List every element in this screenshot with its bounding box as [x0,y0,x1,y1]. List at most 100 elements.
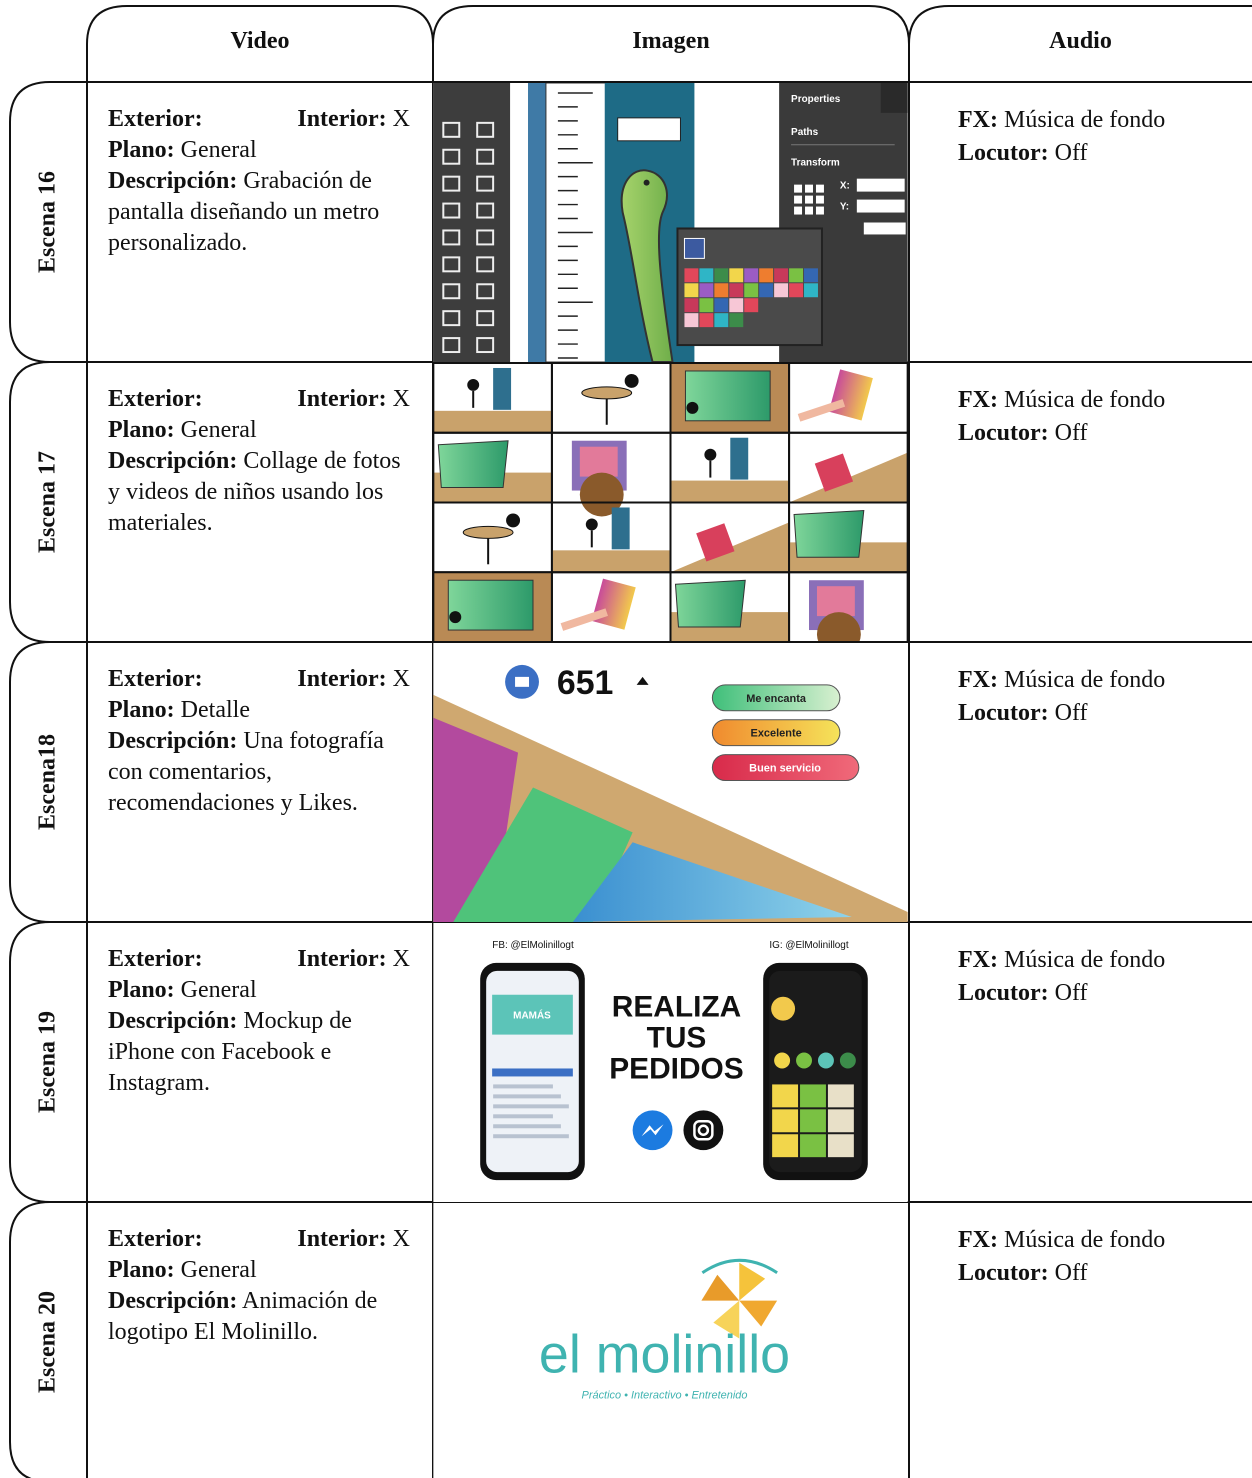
label: Exterior: [108,946,203,972]
scene-image: Properties Paths Transform X: Y: [433,83,908,362]
location-line: Exterior: Interior: X [108,1224,410,1255]
label: Exterior: [108,106,203,132]
header-tab [432,5,910,82]
label: FX: [958,107,998,133]
value: Mockup de iPhone con Facebook e Instagra… [108,1008,352,1096]
image-text: el molinillo [539,1324,790,1384]
locutor-line: Locutor: Off [958,977,1238,1010]
scene-image [433,363,908,642]
interior: Interior: X [297,664,410,695]
plano-line: Plano: General [108,415,410,446]
fx-line: FX: Música de fondo [958,104,1238,137]
audio-cell: FX: Música de fondo Locutor: Off [958,944,1238,1010]
collage-cell [669,571,791,642]
image-text: 651 [557,664,613,702]
value: Música de fondo [1003,107,1166,133]
plano-line: Plano: General [108,975,410,1006]
value: General [180,977,257,1003]
label: Exterior: [108,666,203,692]
row-header-tab [9,361,87,643]
value: Música de fondo [1003,1227,1166,1253]
value: General [180,1257,257,1283]
fx-line: FX: Música de fondo [958,1224,1238,1257]
image-text: Buen servicio [749,763,821,775]
row-header-tab [9,641,87,923]
plano-line: Plano: General [108,1255,410,1286]
value: Animación de logotipo El Molinillo. [108,1288,378,1345]
label: Plano: [108,417,175,443]
column-header: Video [230,28,290,54]
value: X [392,666,410,692]
video-cell: Exterior: Interior: X Plano: Detalle Desc… [108,664,410,819]
header-tab [908,5,1252,45]
image-text: REALIZA [612,991,741,1024]
label: Descripción: [108,1288,238,1314]
collage-cell [669,431,791,504]
scene-label: Escena 20 [34,1291,61,1393]
label: Plano: [108,977,175,1003]
interior: Interior: X [297,944,410,975]
value: Grabación de pantalla diseñando un metro… [108,168,380,256]
collage-cell [433,571,553,642]
interior: Interior: X [297,1224,410,1255]
image-text: PEDIDOS [609,1052,743,1085]
label: FX: [958,947,998,973]
image-text: FB: @ElMolinillogt [492,940,574,951]
label: Plano: [108,1257,175,1283]
value: X [392,106,410,132]
value: Música de fondo [1003,947,1166,973]
description-line: Descripción: Collage de fotos y videos d… [108,446,410,539]
locutor-line: Locutor: Off [958,697,1238,730]
location-line: Exterior: Interior: X [108,104,410,135]
header-tab [86,5,434,82]
label: Locutor: [958,980,1049,1006]
value: Una fotografía con comentarios, recomend… [108,728,384,816]
location-line: Exterior: Interior: X [108,664,410,695]
collage-cell [788,501,908,574]
image-text: IG: @ElMolinillogt [769,940,848,951]
fx-line: FX: Música de fondo [958,944,1238,977]
scene-image: 651 Me encanta Excelente Buen servicio [433,643,908,922]
image-text: TUS [647,1022,707,1055]
scene-image: el molinillo Práctico • Interactivo • Ent… [433,1203,908,1478]
image-text: Práctico • Interactivo • Entretenido [582,1389,748,1401]
label: FX: [958,1227,998,1253]
scene-label: Escena18 [34,734,61,830]
interior: Interior: X [297,104,410,135]
column-header: Audio [1049,28,1112,54]
collage-cell [788,571,908,642]
scene-label: Escena 17 [34,451,61,553]
value: Música de fondo [1003,667,1166,693]
plano-line: Plano: General [108,135,410,166]
row-header-tab [9,81,87,363]
image-text: Transform [791,158,840,169]
label: Interior: [297,1226,387,1252]
image-text: Properties [791,94,841,105]
audio-cell: FX: Música de fondo Locutor: Off [958,664,1238,730]
plano-line: Plano: Detalle [108,695,410,726]
value: Off [1054,140,1088,166]
image-text: MAMÁS [513,1011,551,1022]
locutor-line: Locutor: Off [958,1257,1238,1290]
label: Plano: [108,697,175,723]
label: Locutor: [958,140,1049,166]
row-header-tab [9,921,87,1203]
locutor-line: Locutor: Off [958,417,1238,450]
collage-cell [550,571,672,642]
value: X [392,1226,410,1252]
value: Música de fondo [1003,387,1166,413]
video-cell: Exterior: Interior: X Plano: General Desc… [108,384,410,539]
label: Descripción: [108,728,238,754]
scene-label: Escena 19 [34,1011,61,1113]
scene-label: Escena 16 [34,171,61,273]
value: Collage de fotos y videos de niños usand… [108,448,401,536]
description-line: Descripción: Animación de logotipo El Mo… [108,1286,410,1348]
label: Interior: [297,946,387,972]
fx-line: FX: Música de fondo [958,664,1238,697]
label: Interior: [297,106,387,132]
label: Descripción: [108,448,238,474]
